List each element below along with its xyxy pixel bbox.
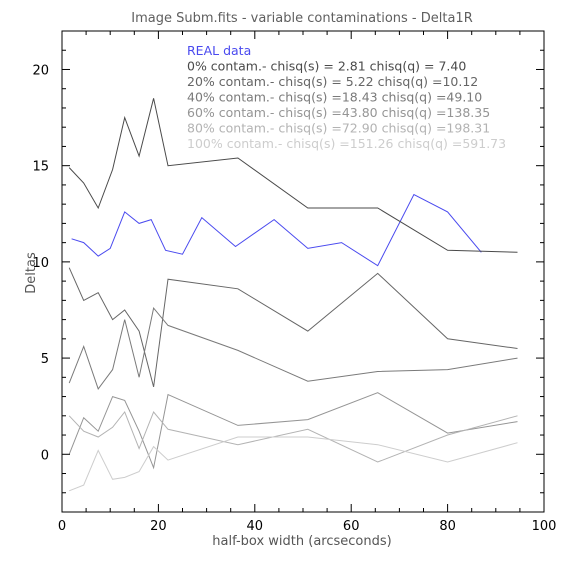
- series-line-6: [69, 436, 518, 492]
- y-tick-label-3: 15: [32, 160, 49, 175]
- legend-entry-6: 100% contam.- chisq(s) =151.26 chisq(q) …: [187, 136, 506, 151]
- y-axis: 0 5 10 15 20: [32, 49, 544, 494]
- series-line-3: [68, 306, 518, 390]
- series-line-4: [68, 392, 518, 470]
- y-tick-label-0: 0: [41, 448, 49, 463]
- chart-title: Image Subm.fits - variable contamination…: [131, 11, 472, 26]
- plot-lines: [68, 98, 518, 492]
- y-tick-label-2: 10: [32, 256, 49, 271]
- x-tick-label-4: 80: [439, 519, 456, 534]
- y-tick-label-1: 5: [41, 352, 49, 367]
- y-tick-label-4: 20: [32, 63, 49, 78]
- x-tick-label-0: 0: [58, 519, 66, 534]
- series-line-2: [68, 267, 518, 388]
- legend-entry-0: REAL data: [187, 43, 251, 58]
- series-line-0: [71, 193, 482, 267]
- series-line-5: [68, 411, 518, 463]
- legend-entry-5: 80% contam.- chisq(s) =72.90 chisq(q) =1…: [187, 121, 490, 136]
- y-axis-label: Deltas: [24, 252, 39, 294]
- series-line-1: [68, 98, 518, 253]
- legend-entry-2: 20% contam.- chisq(s) = 5.22 chisq(q) =1…: [187, 74, 478, 89]
- x-tick-label-5: 100: [532, 519, 557, 534]
- legend-entry-1: 0% contam.- chisq(s) = 2.81 chisq(q) = 7…: [187, 59, 466, 74]
- legend-entry-3: 40% contam.- chisq(s) =18.43 chisq(q) =4…: [187, 90, 482, 105]
- legend-entry-4: 60% contam.- chisq(s) =43.80 chisq(q) =1…: [187, 105, 490, 120]
- x-tick-label-2: 40: [247, 519, 264, 534]
- x-axis: 0 20 40 60 80 100: [58, 31, 557, 534]
- x-axis-label: half-box width (arcseconds): [212, 534, 391, 549]
- x-tick-label-1: 20: [150, 519, 167, 534]
- x-tick-label-3: 60: [343, 519, 360, 534]
